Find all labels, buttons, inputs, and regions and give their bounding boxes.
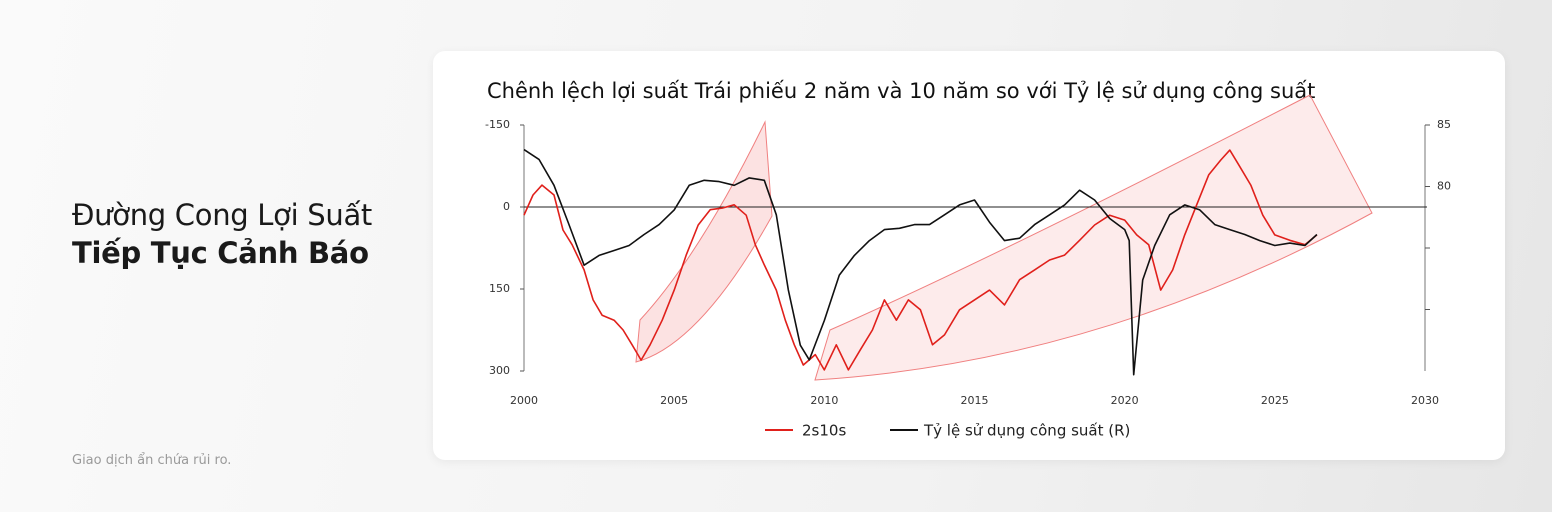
legend-label: Tỷ lệ sử dụng công suất (R): [923, 422, 1130, 440]
headline: Tiếp Tục Cảnh Báo: [72, 236, 369, 270]
y-tick-label: 150: [489, 282, 510, 295]
y2-tick-label: 85: [1437, 118, 1451, 131]
headline: Đường Cong Lợi Suất: [72, 198, 373, 232]
trend-channel: [635, 120, 773, 363]
series-line: [523, 149, 1318, 371]
x-tick-label: 2020: [1111, 394, 1139, 407]
y-tick-label: 300: [489, 364, 510, 377]
legend-label: 2s10s: [802, 422, 846, 440]
x-tick-label: 2025: [1261, 394, 1289, 407]
x-tick-label: 2000: [510, 394, 538, 407]
x-tick-label: 2005: [660, 394, 688, 407]
trend-channel: [814, 94, 1373, 381]
x-tick-label: 2015: [961, 394, 989, 407]
chart-title: Chênh lệch lợi suất Trái phiếu 2 năm và …: [487, 79, 1315, 103]
y-tick-label: -150: [485, 118, 510, 131]
x-tick-label: 2010: [810, 394, 838, 407]
y-tick-label: 0: [503, 200, 510, 213]
chart-card: [433, 51, 1505, 460]
y2-tick-label: 80: [1437, 180, 1451, 193]
footer-note: Giao dịch ẩn chứa rủi ro.: [72, 453, 232, 468]
x-tick-label: 2030: [1411, 394, 1439, 407]
series-line: [523, 148, 1318, 376]
